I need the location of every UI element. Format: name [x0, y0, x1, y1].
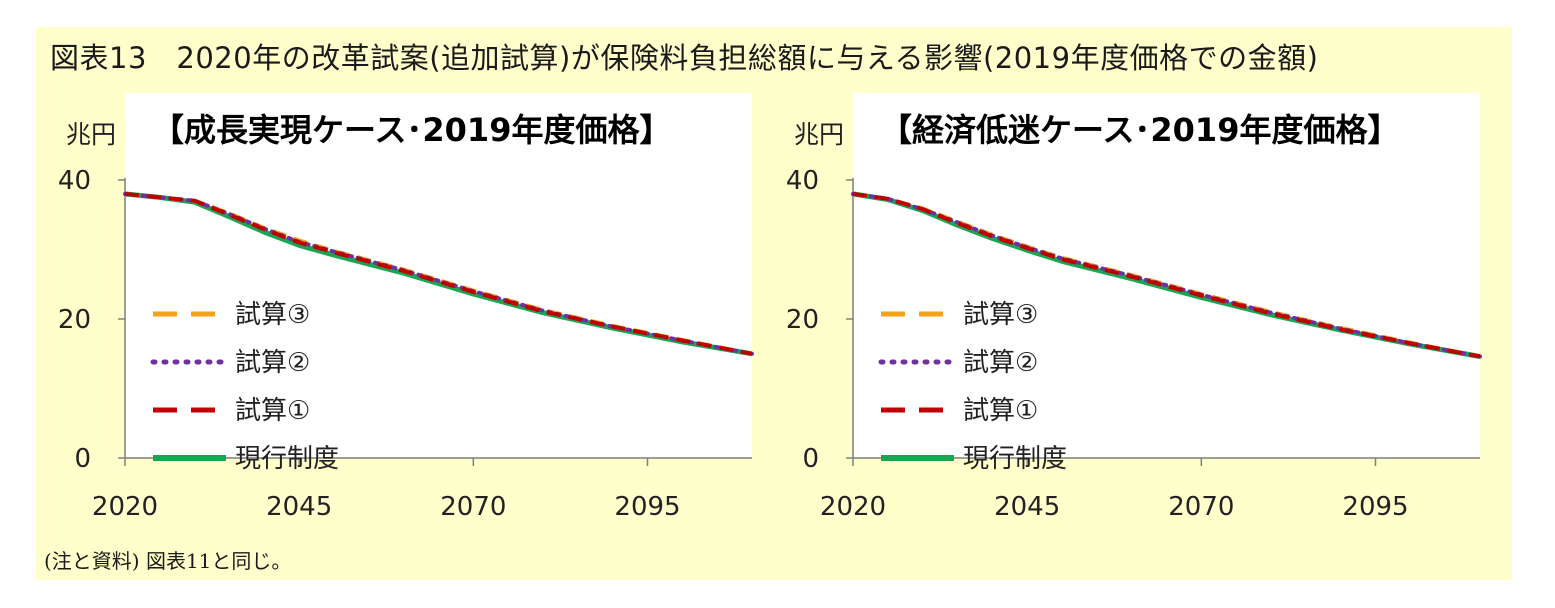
x-tick-label: 2020	[820, 492, 886, 522]
legend-label: 試算③	[963, 300, 1038, 330]
y-unit-label: 兆円	[794, 120, 844, 149]
x-tick-label: 2045	[266, 492, 332, 522]
y-tick-label: 0	[802, 444, 819, 474]
y-tick-label: 40	[58, 166, 91, 196]
series-line	[852, 191, 1481, 359]
y-unit-label: 兆円	[66, 120, 116, 149]
y-tick-label: 20	[58, 305, 91, 335]
x-tick-label: 2070	[440, 492, 506, 522]
legend-label: 試算①	[963, 396, 1038, 426]
x-tick-label: 2070	[1168, 492, 1234, 522]
chart-title: 【経済低迷ケース･2019年度価格】	[880, 111, 1399, 149]
y-tick-label: 0	[74, 444, 91, 474]
legend-label: 現行制度	[963, 444, 1067, 474]
figure-panel: 図表13 2020年の改革試案(追加試算)が保険料負担総額に与える影響(2019…	[36, 27, 1512, 580]
legend-label: 試算③	[235, 300, 310, 330]
figure-title: 図表13 2020年の改革試案(追加試算)が保険料負担総額に与える影響(2019…	[50, 41, 1319, 75]
chart-growth-case: 【成長実現ケース･2019年度価格】 兆円 0 20 40 2020 2045 2070 209…	[58, 93, 754, 522]
x-tick-label: 2095	[614, 492, 680, 522]
legend-label: 試算②	[235, 348, 310, 378]
legend-label: 試算①	[235, 396, 310, 426]
x-tick-label: 2045	[994, 492, 1060, 522]
x-tick-label: 2020	[92, 492, 158, 522]
plot-area	[125, 93, 752, 458]
chart-stagnation-case: 【経済低迷ケース･2019年度価格】 兆円 0 20 40 2020 2045 2070 209…	[786, 93, 1482, 522]
figure-note: (注と資料) 図表11と同じ。	[44, 549, 292, 573]
y-tick-label: 20	[786, 305, 819, 335]
x-tick-label: 2095	[1342, 492, 1408, 522]
series-line	[124, 191, 753, 356]
y-tick-label: 40	[786, 166, 819, 196]
plot-area	[853, 93, 1480, 458]
chart-title: 【成長実現ケース･2019年度価格】	[152, 111, 671, 149]
legend-label: 現行制度	[235, 444, 339, 474]
legend-label: 試算②	[963, 348, 1038, 378]
